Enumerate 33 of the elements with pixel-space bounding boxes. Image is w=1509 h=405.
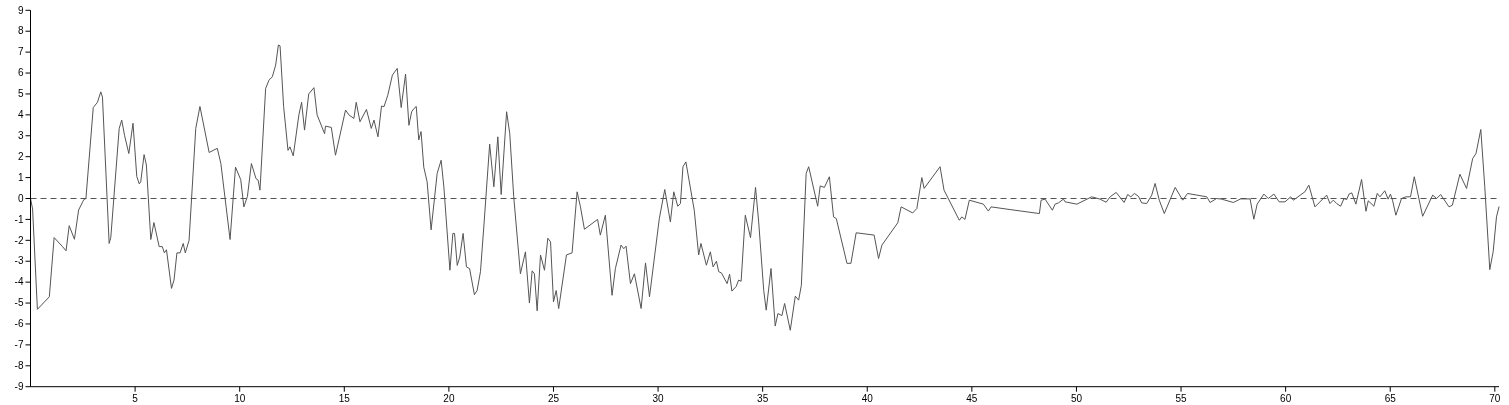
x-tick-label: 60 bbox=[1280, 392, 1292, 404]
y-tick-label: -2 bbox=[14, 234, 24, 246]
x-tick-label: 35 bbox=[757, 392, 769, 404]
y-tick-label: -6 bbox=[14, 318, 24, 330]
y-tick-label: 4 bbox=[17, 109, 24, 121]
y-tick-label: 6 bbox=[17, 67, 24, 79]
x-tick-label: 55 bbox=[1175, 392, 1188, 404]
y-tick-label: -8 bbox=[14, 359, 24, 371]
y-tick-label: -4 bbox=[14, 276, 24, 288]
y-tick-label: 0 bbox=[17, 192, 24, 204]
x-tick-label: 25 bbox=[547, 392, 560, 404]
x-tick-label: 30 bbox=[652, 392, 665, 404]
x-tick-label: 65 bbox=[1384, 392, 1397, 404]
x-tick-label: 70 bbox=[1489, 392, 1501, 404]
y-tick-label: -5 bbox=[14, 297, 24, 309]
y-tick-label: 1 bbox=[17, 171, 24, 183]
y-tick-label: 7 bbox=[17, 46, 24, 58]
y-tick-label: 9 bbox=[17, 4, 24, 16]
x-tick-label: 15 bbox=[338, 392, 351, 404]
y-tick-label: 3 bbox=[17, 129, 24, 141]
y-tick-label: -9 bbox=[14, 380, 24, 392]
x-tick-label: 5 bbox=[132, 392, 139, 404]
x-tick-label: 45 bbox=[966, 392, 978, 404]
x-tick-label: 40 bbox=[861, 392, 874, 404]
y-tick-label: 5 bbox=[17, 88, 24, 100]
x-tick-label: 10 bbox=[234, 392, 246, 404]
x-tick-label: 20 bbox=[443, 392, 455, 404]
x-tick-label: 50 bbox=[1070, 392, 1083, 404]
y-tick-label: -3 bbox=[14, 255, 24, 267]
y-tick-label: 2 bbox=[17, 150, 24, 162]
y-tick-label: -1 bbox=[14, 213, 24, 225]
y-tick-label: -7 bbox=[14, 339, 24, 351]
y-tick-label: 8 bbox=[17, 25, 24, 37]
